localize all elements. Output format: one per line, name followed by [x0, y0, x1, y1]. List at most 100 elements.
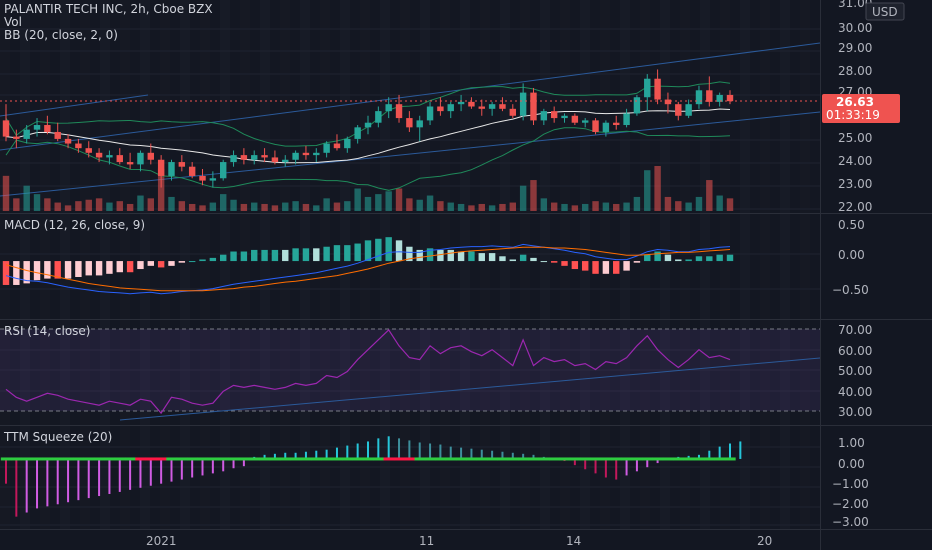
squeeze-dot	[704, 457, 715, 461]
rsi-legend[interactable]: RSI (14, close)	[4, 324, 90, 338]
squeeze-dot	[176, 457, 188, 461]
ttm-legend[interactable]: TTM Squeeze (20)	[3, 430, 112, 444]
volume-legend[interactable]: Vol	[4, 15, 22, 29]
squeeze-dot	[321, 457, 333, 461]
time-axis[interactable]: 2021 11 14 20	[146, 534, 772, 548]
squeeze-dot	[466, 457, 478, 461]
ttm-axis[interactable]: 1.00 0.00 −1.00 −2.00 −3.00	[832, 436, 869, 529]
trend-lines[interactable]	[0, 42, 821, 421]
candle-body	[685, 104, 692, 116]
volume-bar	[230, 199, 237, 211]
session-band	[120, 0, 130, 530]
squeeze-dot	[52, 457, 64, 461]
squeeze-dot	[383, 457, 395, 461]
macd-histogram-bar	[664, 254, 672, 262]
rsi-axis-label: 40.00	[838, 385, 872, 399]
volume-bar	[581, 203, 589, 211]
squeeze-dot	[300, 457, 312, 461]
volume-bar	[623, 202, 630, 211]
macd-histogram-bar	[675, 259, 682, 262]
volume-bar	[64, 205, 72, 211]
squeeze-dot	[218, 457, 229, 461]
macd-histogram-bar	[654, 251, 661, 262]
session-band	[500, 0, 510, 530]
trend-line-upper[interactable]	[0, 42, 821, 151]
volume-bar	[33, 194, 41, 211]
candle-body	[188, 166, 196, 176]
macd-legend[interactable]: MACD (12, 26, close, 9)	[4, 218, 145, 232]
macd-histogram-bar	[571, 261, 579, 270]
price-axis-label: 23.00	[838, 177, 872, 191]
macd-histogram-bar	[240, 251, 248, 262]
rsi-axis[interactable]: 70.00 60.00 50.00 40.00 30.00	[838, 323, 872, 419]
candle-body	[406, 118, 413, 128]
squeeze-dot	[11, 457, 23, 461]
macd-histogram-bar	[116, 261, 123, 273]
candle-body	[33, 125, 41, 130]
macd-histogram-bar	[530, 257, 537, 262]
volume-bar	[292, 201, 299, 211]
candle-body	[54, 131, 61, 139]
macd-histogram-bar	[147, 261, 155, 266]
price-axis-label: 25.00	[838, 131, 872, 145]
macd-histogram-bar	[623, 261, 630, 271]
squeeze-dot	[455, 457, 467, 461]
rsi-axis-label: 30.00	[838, 405, 872, 419]
bb-legend[interactable]: BB (20, close, 2, 0)	[4, 28, 118, 42]
squeeze-dot	[331, 457, 343, 461]
macd-histogram-bar	[644, 254, 651, 262]
currency-label[interactable]: USD	[872, 5, 898, 19]
symbol-title[interactable]: PALANTIR TECH INC, 2h, Cboe BZX	[4, 2, 213, 16]
session-band	[700, 0, 710, 530]
macd-histogram-bar	[695, 256, 703, 262]
rsi-trend-line[interactable]	[119, 357, 821, 421]
volume-bar	[13, 198, 20, 211]
macd-line	[5, 243, 731, 295]
macd-histogram-bar	[416, 249, 423, 262]
squeeze-dot	[249, 457, 260, 461]
macd-histogram-bar	[499, 256, 506, 262]
squeeze-dot	[621, 457, 633, 461]
squeeze-dot	[155, 457, 167, 461]
volume-bar	[44, 198, 51, 211]
squeeze-dot	[435, 457, 447, 461]
volume-bar	[126, 203, 134, 211]
candle-body	[344, 138, 351, 149]
candle-body	[271, 157, 279, 163]
candle-body	[13, 136, 20, 139]
macd-histogram-bar	[230, 251, 237, 262]
volume-bar	[706, 180, 713, 211]
squeeze-dot	[207, 457, 219, 461]
macd-axis[interactable]: 0.50 0.00 −0.50	[832, 218, 869, 297]
candle-body	[157, 159, 165, 176]
macd-histogram-bar	[354, 243, 361, 262]
session-band	[760, 0, 770, 530]
trend-line-left[interactable]	[0, 94, 149, 117]
squeeze-dot	[642, 457, 653, 461]
currency-badge[interactable]	[865, 2, 905, 21]
volume-bar	[313, 205, 320, 211]
volume-bar	[106, 202, 113, 211]
volume-bar	[271, 205, 279, 211]
trend-line-lower[interactable]	[0, 111, 821, 197]
last-price-badge	[822, 94, 900, 123]
macd-histogram-bar	[375, 238, 382, 262]
volume-bar	[75, 201, 82, 211]
squeeze-dot	[269, 457, 281, 461]
candlesticks[interactable]	[2, 69, 734, 188]
candle-body	[219, 162, 227, 179]
squeeze-dot	[724, 457, 736, 461]
squeeze-dot	[135, 457, 147, 461]
price-axis[interactable]: 31.00 USD 30.00 29.00 28.00 27.00 25.00 …	[822, 0, 905, 214]
volume-bar	[95, 198, 103, 211]
candle-body	[2, 120, 10, 137]
volume-bar	[488, 205, 496, 211]
squeeze-dot	[559, 457, 571, 461]
squeeze-dot	[31, 457, 43, 461]
squeeze-dot	[352, 457, 364, 461]
signal-line	[5, 246, 731, 292]
session-band	[680, 0, 690, 530]
volume-bar	[633, 196, 641, 211]
volume-bar	[447, 202, 454, 211]
